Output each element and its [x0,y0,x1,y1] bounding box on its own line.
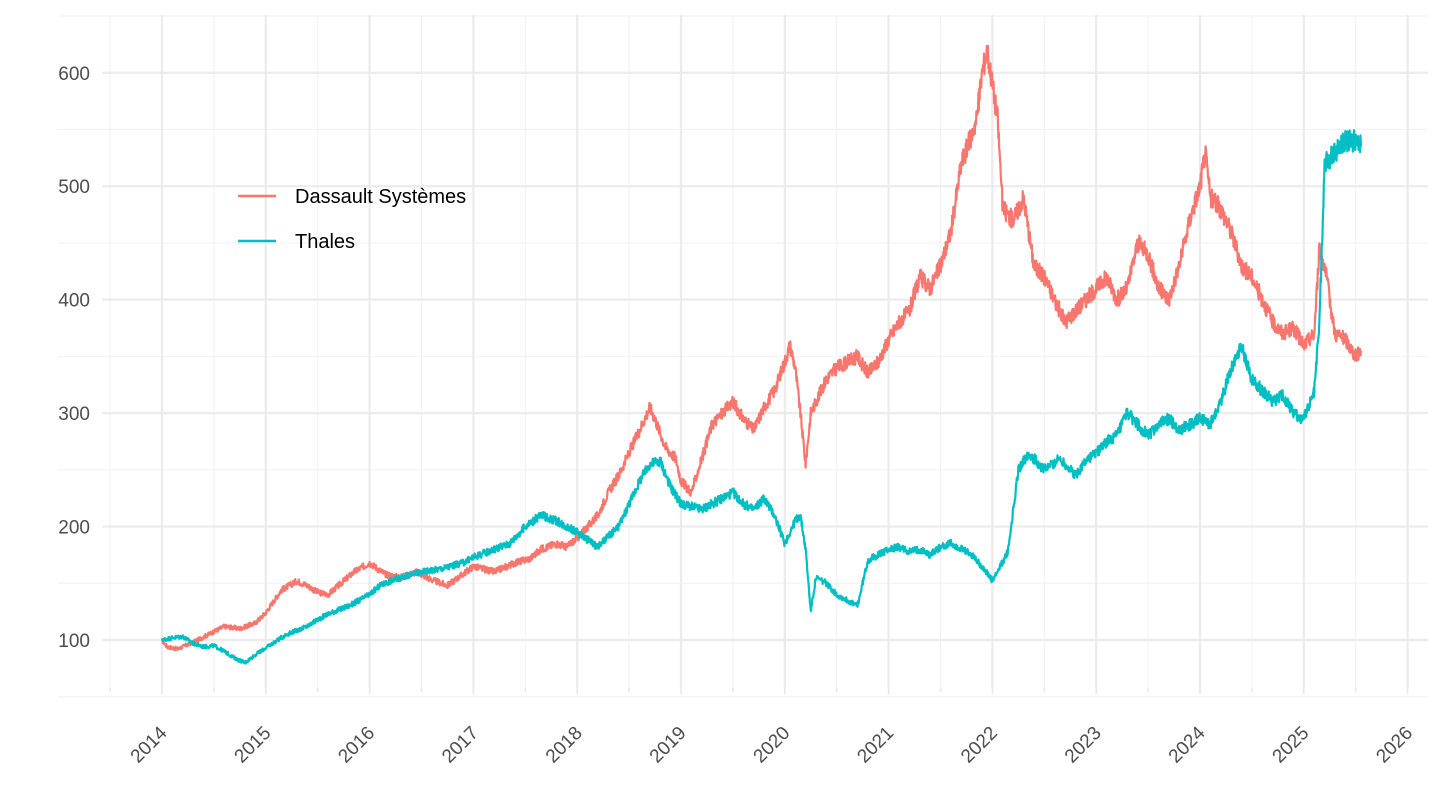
x-axis-tick-labels: 2014 2015 2016 2017 2018 2019 2020 2021 2022 2023… [127,722,1417,767]
series-lines [160,45,1362,665]
y-tick-label-200: 200 [58,518,90,539]
x-tick-label-2016: 2016 [334,723,379,768]
x-tick-label-2020: 2020 [750,723,795,768]
minor-gridlines [58,15,1428,698]
y-tick-label-400: 400 [58,291,90,312]
legend-label-thales: Thales [295,231,355,253]
y-tick-label-300: 300 [58,404,90,425]
x-tick-label-2022: 2022 [957,723,1002,768]
y-tick-label-600: 600 [58,64,90,85]
y-axis-tick-labels: 100 200 300 400 500 600 [58,64,90,652]
series-line-dassault-systemes [161,45,1362,652]
series-line-thales [160,129,1362,665]
x-tick-label-2025: 2025 [1269,723,1314,768]
x-tick-label-2026: 2026 [1372,723,1417,768]
x-tick-label-2015: 2015 [231,723,276,768]
x-tick-label-2024: 2024 [1165,722,1210,767]
x-tick-label-2019: 2019 [646,723,691,768]
x-tick-label-2023: 2023 [1061,723,1106,768]
y-tick-label-500: 500 [58,177,90,198]
x-tick-label-2021: 2021 [853,723,898,768]
y-tick-label-100: 100 [58,631,90,652]
legend: Dassault Systèmes Thales [238,186,466,253]
legend-label-dassault-systemes: Dassault Systèmes [295,186,466,208]
major-gridlines [102,15,1428,694]
x-tick-label-2014: 2014 [127,722,172,767]
x-tick-label-2018: 2018 [542,723,587,768]
x-tick-label-2017: 2017 [438,723,483,768]
